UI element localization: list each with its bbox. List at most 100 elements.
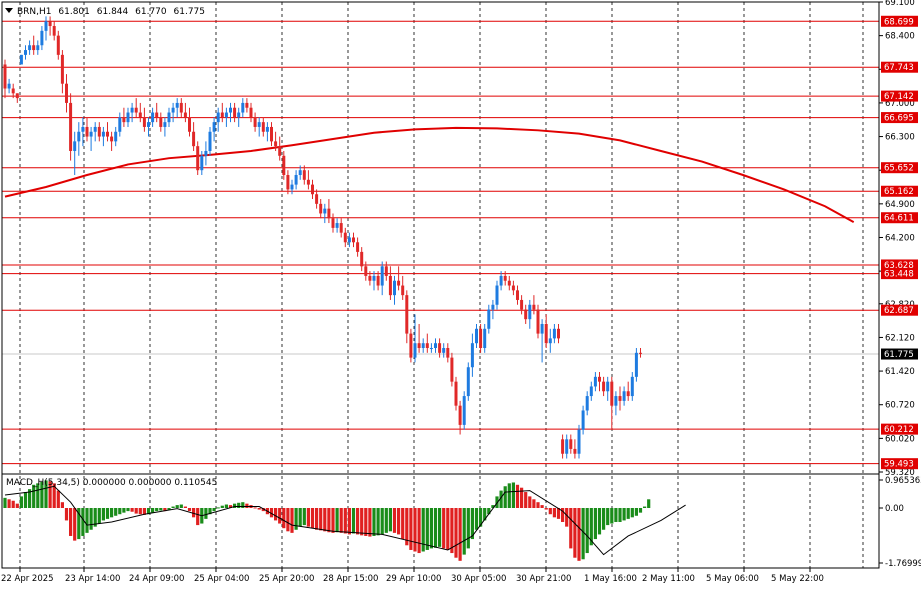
macd-bar	[339, 508, 343, 533]
candle	[122, 107, 126, 127]
candle-body	[159, 117, 163, 127]
candle-body	[294, 175, 298, 185]
macd-bar	[3, 497, 7, 508]
level-tag	[881, 90, 918, 102]
candle	[421, 338, 425, 353]
candle-body	[183, 112, 187, 118]
macd-bar	[294, 508, 298, 530]
candle	[589, 381, 593, 401]
candle	[343, 227, 347, 248]
candle-body	[540, 323, 544, 334]
candle	[97, 122, 101, 142]
time-tick-label: 5 May 06:00	[706, 574, 759, 584]
macd-bar	[114, 508, 118, 516]
candle-body	[208, 131, 212, 151]
candle-body	[446, 348, 450, 358]
candle	[147, 117, 150, 137]
candles[interactable]	[3, 16, 643, 459]
price-tick-label: 66.300	[885, 133, 915, 143]
candle-body	[429, 348, 433, 350]
candle-body	[352, 237, 355, 243]
candle	[323, 203, 327, 224]
level-tag-label: 68.699	[884, 17, 914, 27]
macd-tick-label: 0.965363	[885, 476, 921, 486]
candle	[233, 102, 237, 123]
candle-body	[507, 280, 511, 286]
candle	[212, 117, 216, 142]
candle	[405, 290, 409, 344]
candle	[311, 179, 314, 200]
candle-body	[319, 203, 323, 214]
macd-bar	[597, 508, 602, 535]
chart-menu-icon[interactable]	[5, 8, 13, 13]
level-tag-label: 60.212	[884, 425, 914, 435]
macd-bar	[593, 508, 597, 540]
macd-bar	[28, 489, 32, 508]
candle	[639, 348, 642, 358]
candle-body	[405, 295, 409, 334]
candle	[413, 314, 417, 363]
candle-body	[134, 107, 138, 113]
candle-body	[593, 376, 597, 387]
chart-frame	[1, 1, 880, 569]
candle	[360, 247, 364, 272]
candle-body	[384, 266, 388, 276]
candle-body	[130, 107, 134, 113]
candle	[462, 391, 466, 430]
macd-bar	[643, 506, 647, 508]
candle-body	[606, 381, 610, 392]
macd-bar	[610, 508, 614, 524]
candle	[48, 16, 52, 36]
macd-bar	[179, 504, 183, 508]
macd-signal-line	[4, 485, 686, 556]
macd-bar	[298, 508, 302, 527]
candle	[265, 122, 269, 142]
macd-bar	[319, 508, 323, 531]
candle-body	[229, 107, 232, 113]
macd-bar	[73, 508, 77, 541]
candle-body	[552, 328, 556, 339]
macd-bar	[606, 508, 610, 526]
candle-body	[470, 343, 474, 368]
candle-body	[475, 328, 478, 344]
macd-bar	[356, 508, 360, 535]
candle	[376, 271, 380, 291]
candle-body	[118, 117, 122, 132]
macd-bar	[302, 508, 306, 526]
candle	[261, 117, 265, 137]
candle-body	[122, 117, 126, 123]
candle-body	[48, 21, 52, 27]
candle-body	[347, 237, 351, 243]
macd-bar	[187, 508, 192, 512]
candle	[24, 45, 27, 60]
price-tick-label: 60.720	[885, 401, 915, 411]
macd-bar	[565, 508, 569, 527]
macd-bar	[561, 508, 565, 522]
candle-body	[278, 146, 282, 156]
macd-bar	[175, 505, 179, 508]
candle	[499, 271, 503, 291]
candle-body	[286, 175, 290, 190]
time-tick-label: 23 Apr 14:00	[65, 574, 120, 584]
macd-bar	[110, 508, 114, 518]
candle-body	[634, 352, 638, 377]
candle	[56, 30, 60, 60]
macd-bar	[421, 508, 425, 552]
candle-body	[249, 107, 253, 118]
candle	[458, 400, 462, 435]
time-tick-label: 25 Apr 04:00	[194, 574, 249, 584]
macd-bar	[269, 508, 274, 518]
candle-body	[421, 343, 425, 349]
level-tag-label: 67.743	[884, 63, 914, 73]
candle	[19, 54, 23, 65]
macd-bar	[647, 499, 651, 508]
candle-body	[188, 117, 191, 132]
candle	[528, 299, 532, 329]
macd-bar	[44, 480, 48, 508]
candle	[602, 376, 606, 397]
level-tag	[881, 259, 918, 271]
macd-bar	[536, 502, 540, 508]
candle	[224, 107, 228, 127]
macd-bar	[442, 508, 446, 549]
